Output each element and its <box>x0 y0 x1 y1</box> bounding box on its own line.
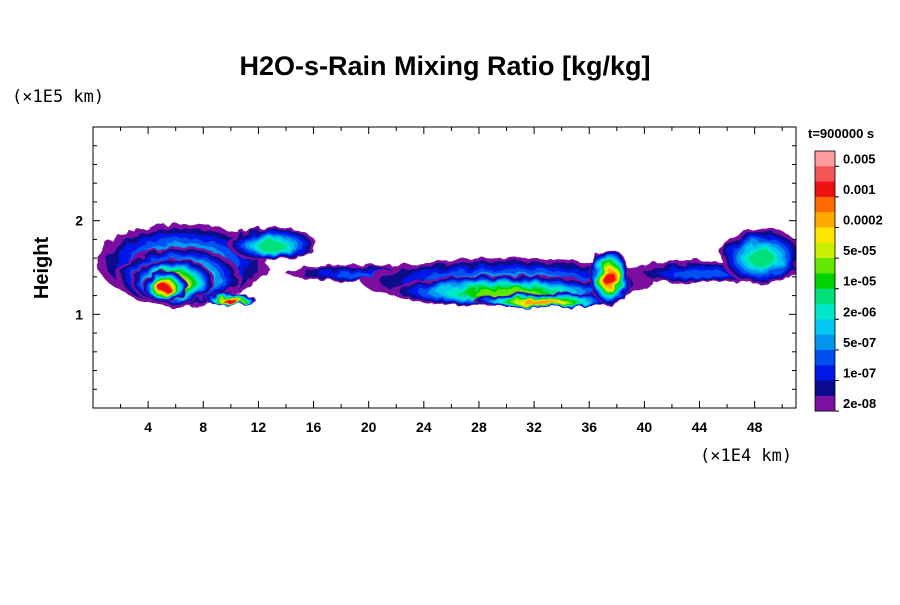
contour-level <box>605 271 615 287</box>
colorbar: 0.005 0.001 0.0002 5e-05 1e-05 2e-06 5e-07 1e-0… <box>814 150 883 412</box>
x-tick-label: 36 <box>581 419 597 435</box>
colorbar-swatch <box>815 258 835 274</box>
colorbar-swatch <box>815 227 835 244</box>
x-tick-label: 28 <box>471 419 487 435</box>
colorbar-label: 5e-05 <box>843 243 876 258</box>
x-unit-label: (×1E4 km) <box>700 446 792 466</box>
contour-level <box>671 269 728 279</box>
colorbar-swatch <box>815 319 835 335</box>
contour-level <box>159 284 171 293</box>
contour-level <box>258 241 286 252</box>
colorbar-swatch <box>815 304 835 320</box>
colorbar-swatch <box>815 273 835 290</box>
colorbar-label: 2e-08 <box>843 396 876 411</box>
y-axis: 12 <box>75 145 796 390</box>
colorbar-swatch <box>815 181 835 198</box>
plot-area <box>92 126 797 409</box>
contour-level <box>224 300 238 304</box>
colorbar-label: 0.0002 <box>843 213 883 228</box>
colorbar-swatch <box>815 334 835 351</box>
colorbar-label: 2e-06 <box>843 304 876 319</box>
x-tick-label: 48 <box>747 419 763 435</box>
x-tick-label: 40 <box>637 419 653 435</box>
colorbar-label: 1e-05 <box>843 274 876 289</box>
contour-level <box>522 300 560 305</box>
contour-level <box>749 249 774 267</box>
x-tick-label: 44 <box>692 419 708 435</box>
y-tick-label: 2 <box>75 213 83 229</box>
y-unit-label: (×1E5 km) <box>12 87 104 107</box>
colorbar-label: 1e-07 <box>843 366 876 381</box>
contour-feature <box>228 227 317 261</box>
contour-fields <box>97 223 796 308</box>
colorbar-swatch <box>815 196 835 213</box>
time-label: t=900000 s <box>808 126 874 141</box>
x-axis: 4 8 12 16 20 24 28 32 36 40 44 48 <box>120 127 783 435</box>
colorbar-swatch <box>815 380 835 397</box>
colorbar-swatch <box>815 365 835 381</box>
contour-feature <box>472 292 610 308</box>
colorbar-label: 0.005 <box>843 151 876 166</box>
x-tick-label: 12 <box>251 419 267 435</box>
contour-feature <box>206 293 256 305</box>
chart-title: H2O-s-Rain Mixing Ratio [kg/kg] <box>239 51 650 81</box>
colorbar-label: 0.001 <box>843 182 876 197</box>
x-tick-label: 8 <box>199 419 207 435</box>
contour-feature <box>720 228 796 285</box>
y-tick-label: 1 <box>75 306 83 322</box>
colorbar-swatch <box>815 242 835 259</box>
y-axis-label: Height <box>31 237 53 300</box>
colorbar-label: 5e-07 <box>843 335 876 350</box>
colorbar-frame <box>814 150 836 412</box>
colorbar-swatch <box>815 166 835 182</box>
x-tick-label: 4 <box>144 419 152 435</box>
x-tick-label: 32 <box>526 419 542 435</box>
x-tick-label: 20 <box>361 419 377 435</box>
colorbar-swatch <box>815 349 835 366</box>
x-tick-label: 24 <box>416 419 432 435</box>
contour-feature <box>590 248 630 305</box>
colorbar-swatch <box>815 151 835 167</box>
x-tick-label: 16 <box>306 419 322 435</box>
colorbar-swatch <box>815 288 835 305</box>
colorbar-swatch <box>815 212 835 228</box>
colorbar-swatch <box>815 395 835 412</box>
contour-feature <box>142 271 187 302</box>
